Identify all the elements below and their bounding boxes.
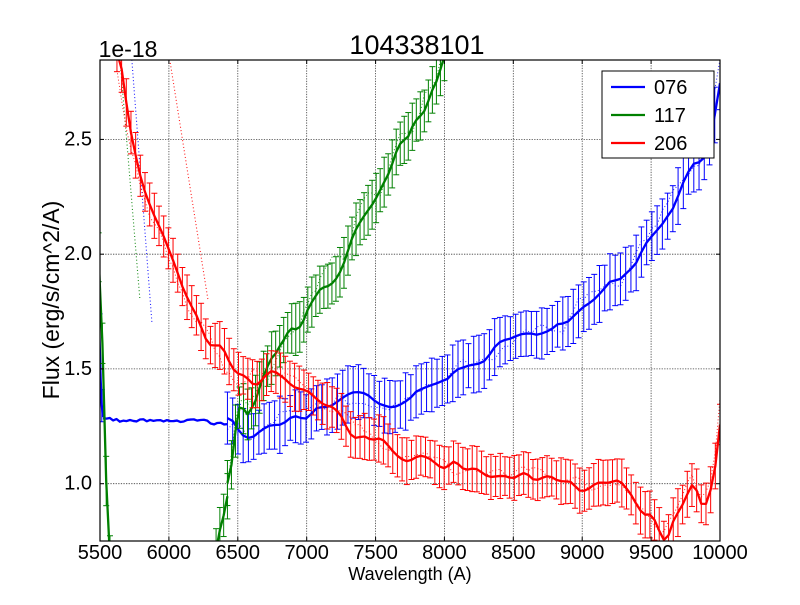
svg-text:7000: 7000	[284, 542, 329, 564]
svg-text:8000: 8000	[422, 542, 467, 564]
svg-text:1.5: 1.5	[64, 358, 92, 380]
svg-text:9000: 9000	[560, 542, 605, 564]
svg-text:5500: 5500	[78, 542, 123, 564]
svg-text:076: 076	[654, 77, 687, 99]
svg-text:Flux (erg/s/cm^2/A): Flux (erg/s/cm^2/A)	[38, 201, 64, 400]
svg-text:9500: 9500	[629, 542, 674, 564]
svg-text:Wavelength (A): Wavelength (A)	[348, 564, 471, 584]
svg-text:104338101: 104338101	[349, 30, 484, 60]
svg-text:1.0: 1.0	[64, 473, 92, 495]
svg-text:6000: 6000	[147, 542, 192, 564]
svg-text:8500: 8500	[491, 542, 536, 564]
svg-text:206: 206	[654, 133, 687, 155]
svg-text:2.5: 2.5	[64, 129, 92, 151]
svg-text:2.0: 2.0	[64, 243, 92, 265]
svg-text:7500: 7500	[353, 542, 398, 564]
svg-text:10000: 10000	[692, 542, 748, 564]
svg-text:6500: 6500	[216, 542, 261, 564]
svg-text:1e-18: 1e-18	[99, 36, 158, 62]
svg-text:117: 117	[654, 105, 686, 127]
